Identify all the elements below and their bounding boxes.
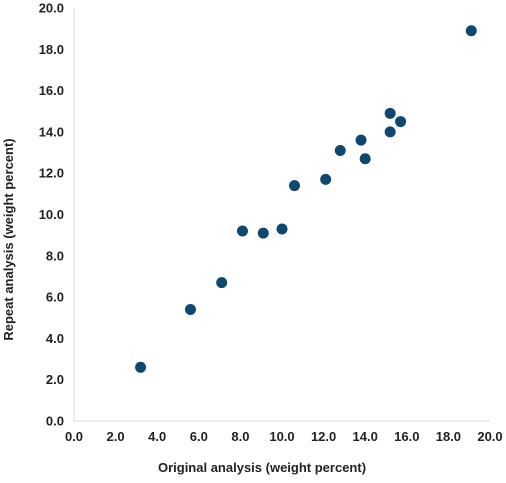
y-tick-label: 16.0 (39, 83, 64, 98)
x-tick-label: 20.0 (477, 429, 502, 444)
data-point (236, 225, 248, 237)
data-point (288, 180, 300, 192)
data-point (384, 107, 396, 119)
axes (73, 8, 490, 422)
data-point (395, 116, 407, 128)
y-tick-label: 20.0 (39, 1, 64, 16)
data-point (216, 277, 228, 289)
x-tick-label: 4.0 (148, 429, 166, 444)
x-tick-label: 14.0 (353, 429, 378, 444)
y-tick-label: 0.0 (46, 414, 64, 429)
tick-labels: 0.0 2.0 4.0 6.0 8.0 10.0 12.0 14.0 16.0 18.0 20.0 0… (39, 1, 503, 445)
y-tick-label: 12.0 (39, 166, 64, 181)
y-axis-title: Repeat analysis (weight percent) (1, 138, 16, 340)
data-point (184, 303, 196, 315)
y-tick-label: 6.0 (46, 290, 64, 305)
y-tick-label: 10.0 (39, 207, 64, 222)
data-point (334, 144, 346, 156)
x-tick-label: 10.0 (269, 429, 294, 444)
x-tick-label: 12.0 (311, 429, 336, 444)
x-tick-label: 6.0 (190, 429, 208, 444)
x-axis-title: Original analysis (weight percent) (158, 460, 366, 475)
data-point (276, 223, 288, 235)
y-tick-label: 2.0 (46, 372, 64, 387)
data-point (135, 361, 147, 373)
data-point (320, 173, 332, 185)
data-point (384, 126, 396, 138)
y-tick-label: 8.0 (46, 248, 64, 263)
x-tick-label: 2.0 (107, 429, 125, 444)
data-point (355, 134, 367, 146)
data-point (359, 153, 371, 165)
x-tick-label: 16.0 (394, 429, 419, 444)
x-tick-label: 8.0 (231, 429, 249, 444)
x-tick-label: 0.0 (65, 429, 83, 444)
data-points (135, 25, 477, 373)
data-point (465, 25, 477, 37)
y-tick-label: 18.0 (39, 42, 64, 57)
x-tick-label: 18.0 (436, 429, 461, 444)
y-tick-label: 14.0 (39, 124, 64, 139)
data-point (257, 227, 269, 239)
y-tick-label: 4.0 (46, 331, 64, 346)
